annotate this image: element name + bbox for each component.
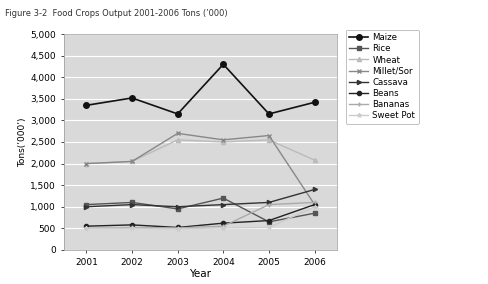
- Rice: [83, 203, 89, 206]
- Sweet Pot: [83, 227, 89, 230]
- Bananas: [129, 226, 135, 229]
- Beans: [265, 219, 271, 222]
- Beans: [311, 203, 317, 206]
- Millet/Sor: [129, 160, 135, 163]
- Cassava: [265, 201, 271, 204]
- Line: Rice: Rice: [84, 196, 316, 224]
- Cassava: [220, 203, 226, 206]
- Millet/Sor: [220, 138, 226, 141]
- Line: Millet/Sor: Millet/Sor: [84, 131, 316, 207]
- Sweet Pot: [129, 227, 135, 230]
- Maize: [311, 101, 317, 104]
- Sweet Pot: [265, 226, 271, 229]
- Maize: [220, 62, 226, 66]
- Sweet Pot: [311, 205, 317, 208]
- Wheat: [129, 160, 135, 163]
- Rice: [265, 220, 271, 224]
- Cassava: [83, 205, 89, 208]
- Millet/Sor: [174, 132, 180, 135]
- X-axis label: Year: Year: [189, 269, 211, 279]
- Line: Sweet Pot: Sweet Pot: [84, 205, 316, 231]
- Line: Beans: Beans: [84, 202, 316, 229]
- Beans: [174, 226, 180, 229]
- Rice: [129, 201, 135, 204]
- Rice: [220, 197, 226, 200]
- Bananas: [174, 226, 180, 229]
- Maize: [174, 112, 180, 116]
- Wheat: [265, 138, 271, 141]
- Wheat: [174, 138, 180, 141]
- Rice: [174, 207, 180, 211]
- Cassava: [129, 203, 135, 206]
- Maize: [265, 112, 271, 116]
- Legend: Maize, Rice, Wheat, Millet/Sor, Cassava, Beans, Bananas, Sweet Pot: Maize, Rice, Wheat, Millet/Sor, Cassava,…: [345, 30, 418, 124]
- Line: Cassava: Cassava: [84, 187, 316, 209]
- Line: Bananas: Bananas: [84, 200, 316, 230]
- Cassava: [174, 205, 180, 208]
- Bananas: [220, 224, 226, 228]
- Millet/Sor: [311, 203, 317, 206]
- Bananas: [83, 227, 89, 230]
- Beans: [220, 222, 226, 225]
- Beans: [83, 224, 89, 228]
- Millet/Sor: [83, 162, 89, 165]
- Bananas: [265, 203, 271, 206]
- Line: Maize: Maize: [83, 62, 317, 117]
- Rice: [311, 212, 317, 215]
- Cassava: [311, 188, 317, 191]
- Maize: [129, 96, 135, 100]
- Wheat: [311, 158, 317, 162]
- Beans: [129, 223, 135, 227]
- Text: Figure 3-2  Food Crops Output 2001-2006 Tons (’000): Figure 3-2 Food Crops Output 2001-2006 T…: [5, 9, 227, 18]
- Wheat: [83, 162, 89, 165]
- Maize: [83, 104, 89, 107]
- Y-axis label: Tons(’000’): Tons(’000’): [19, 117, 27, 167]
- Millet/Sor: [265, 134, 271, 137]
- Wheat: [220, 140, 226, 144]
- Bananas: [311, 201, 317, 204]
- Sweet Pot: [174, 227, 180, 231]
- Sweet Pot: [220, 226, 226, 229]
- Line: Wheat: Wheat: [84, 138, 316, 166]
